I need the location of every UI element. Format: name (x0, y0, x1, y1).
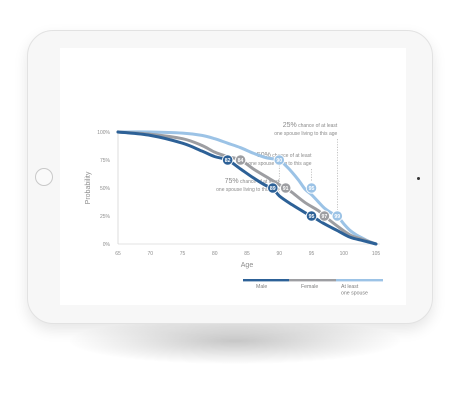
data-point-label: 84 (238, 158, 244, 164)
y-tick-labels: 0% 25% 50% 75% 100% (97, 130, 110, 248)
annotation-text: chance of at least (297, 123, 338, 129)
x-tick-label: 65 (115, 251, 121, 257)
data-point-label: 95 (309, 186, 315, 192)
data-point-label: 90 (276, 158, 282, 164)
x-tick-label: 80 (212, 251, 218, 257)
home-button[interactable] (35, 168, 53, 186)
y-tick-label: 50% (100, 186, 111, 192)
legend-swatch (243, 279, 289, 281)
x-tick-label: 90 (276, 251, 282, 257)
annotation-line-2: one spouse living to this age (274, 131, 337, 137)
data-point-label: 89 (270, 186, 276, 192)
x-axis-label: Age (241, 262, 254, 269)
annotation-guides (279, 139, 337, 210)
legend-swatch (336, 279, 383, 281)
annotation-percent: 75% (225, 178, 239, 185)
tablet-screen: 0% 25% 50% 75% 100% 65 70 75 80 85 90 95 100 105 Age… (60, 48, 406, 305)
x-tick-label: 75 (180, 251, 186, 257)
legend-label: Female (301, 284, 318, 290)
data-point-label: 99 (334, 214, 340, 220)
y-axis-label: Probability (85, 171, 92, 204)
data-point-label: 82 (225, 158, 231, 164)
x-tick-label: 100 (340, 251, 349, 257)
annotation-line-1: 25% chance of at least (283, 122, 338, 129)
y-tick-label: 75% (100, 158, 111, 164)
x-tick-label: 95 (309, 251, 315, 257)
x-tick-label: 70 (147, 251, 153, 257)
legend-label: At least (341, 284, 359, 290)
data-point-label: 95 (309, 214, 315, 220)
device-shadow (70, 318, 400, 364)
y-tick-label: 0% (103, 242, 111, 248)
legend-label-cont: one spouse (341, 291, 368, 297)
x-tick-label: 105 (372, 251, 381, 257)
camera-dot (417, 177, 420, 180)
data-point-label: 91 (283, 186, 289, 192)
y-tick-label: 25% (100, 214, 111, 220)
legend-swatch (289, 279, 336, 281)
probability-chart: 0% 25% 50% 75% 100% 65 70 75 80 85 90 95 100 105 Age… (60, 48, 406, 305)
annotation-percent: 25% (283, 122, 297, 129)
legend-label: Male (256, 284, 267, 290)
y-tick-label: 100% (97, 130, 110, 136)
x-tick-labels: 65 70 75 80 85 90 95 100 105 (115, 251, 380, 257)
x-tick-label: 85 (244, 251, 250, 257)
data-point-label: 97 (322, 214, 328, 220)
